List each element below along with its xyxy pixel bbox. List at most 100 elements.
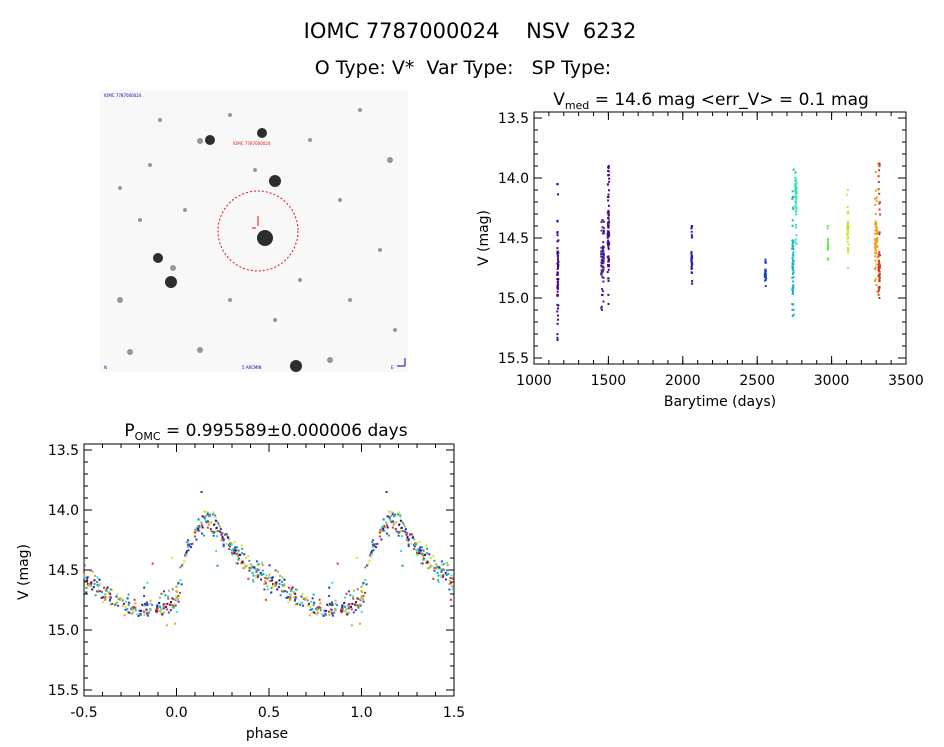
lightcurve-point	[607, 165, 610, 167]
lightcurve-point	[791, 267, 794, 270]
lightcurve-point	[764, 269, 767, 272]
phased-point	[389, 510, 392, 513]
phased-point	[101, 591, 104, 594]
phased-point	[162, 590, 165, 593]
phased-point	[359, 604, 362, 607]
phased-point	[208, 515, 211, 518]
phased-point	[85, 586, 88, 589]
lightcurve-point	[827, 244, 830, 247]
phased-point	[105, 590, 108, 593]
phased-point	[91, 570, 94, 573]
phased-point	[355, 601, 358, 604]
lightcurve-point	[606, 235, 609, 238]
lightcurve-point	[877, 267, 880, 270]
phased-point	[427, 567, 430, 570]
lightcurve-point	[795, 234, 798, 237]
phased-point	[350, 624, 353, 627]
phased-point	[410, 542, 413, 545]
lightcurve-point	[878, 163, 881, 166]
phased-point	[175, 590, 178, 593]
phased-point	[357, 604, 360, 607]
phased-point	[160, 611, 163, 614]
phased-point	[107, 591, 110, 594]
lightcurve-point	[827, 245, 830, 248]
phased-point	[236, 553, 239, 556]
phased-point	[371, 553, 374, 556]
phased-point	[125, 600, 128, 603]
lightcurve-point	[792, 260, 795, 263]
phased-point	[326, 603, 329, 606]
phased-point	[339, 609, 342, 612]
phased-point	[301, 593, 304, 596]
lightcurve-point	[876, 246, 879, 249]
phased-point	[437, 574, 440, 577]
phased-point	[286, 591, 289, 594]
phased-xtick-label-0: -0.5	[70, 705, 97, 721]
phased-point	[99, 590, 102, 593]
phased-point	[146, 601, 149, 604]
phased-point	[438, 566, 441, 569]
phased-point	[237, 549, 240, 552]
phased-point	[373, 544, 376, 547]
star-16	[197, 347, 203, 353]
phased-point	[83, 564, 86, 567]
phased-point	[109, 595, 112, 598]
lightcurve-point	[556, 273, 559, 276]
phased-point	[444, 578, 447, 581]
figure-title: IOMC 7787000024 NSV 6232	[304, 19, 637, 43]
lightcurve-point	[602, 247, 605, 250]
lightcurve-point	[792, 291, 795, 294]
phased-point	[376, 542, 379, 545]
phased-point	[262, 573, 265, 576]
lightcurve-point	[764, 261, 767, 264]
star-11	[158, 118, 162, 122]
phased-point	[420, 562, 423, 565]
phased-point	[283, 582, 286, 585]
phased-point	[297, 602, 300, 605]
phased-point	[319, 609, 322, 612]
lightcurve-point	[792, 263, 795, 266]
phased-point	[433, 559, 436, 562]
phased-point	[271, 576, 274, 579]
phased-point	[115, 602, 118, 605]
phased-point	[426, 552, 429, 555]
lightcurve-point	[791, 197, 794, 200]
lightcurve-point	[606, 263, 609, 266]
lightcurve-point	[690, 225, 693, 228]
phased-point	[165, 624, 168, 627]
lightcurve-point	[877, 188, 880, 191]
lightcurve-point	[795, 198, 798, 201]
phased-point	[171, 597, 174, 600]
phased-point	[132, 607, 135, 610]
phased-point	[362, 582, 365, 585]
phased-point	[430, 564, 433, 567]
lightcurve-point	[878, 192, 881, 195]
phased-point	[257, 563, 260, 566]
phased-point	[252, 574, 255, 577]
phased-point	[201, 524, 204, 527]
phased-point	[248, 569, 251, 572]
lightcurve-point	[607, 223, 610, 226]
phased-point	[213, 523, 216, 526]
phased-point	[290, 593, 293, 596]
phased-point	[93, 582, 96, 585]
lightcurve-point	[791, 239, 794, 242]
lightcurve-point	[601, 258, 604, 261]
phased-point	[442, 568, 445, 571]
phased-point	[420, 551, 423, 554]
lightcurve-xtick-label-1: 1500	[591, 373, 627, 389]
lightcurve-point	[827, 243, 830, 246]
phased-point	[331, 604, 334, 607]
lightcurve-point	[557, 264, 560, 267]
phased-point	[360, 585, 363, 588]
lightcurve-xtick-label-4: 3000	[814, 373, 850, 389]
lightcurve-point	[795, 210, 798, 213]
phased-point	[347, 605, 350, 608]
lightcurve-point	[607, 277, 610, 280]
phased-point	[225, 533, 228, 536]
phased-point	[347, 607, 350, 610]
phased-point	[235, 549, 238, 552]
phased-point	[238, 558, 241, 561]
phased-point	[274, 581, 277, 584]
phased-point	[308, 614, 311, 617]
